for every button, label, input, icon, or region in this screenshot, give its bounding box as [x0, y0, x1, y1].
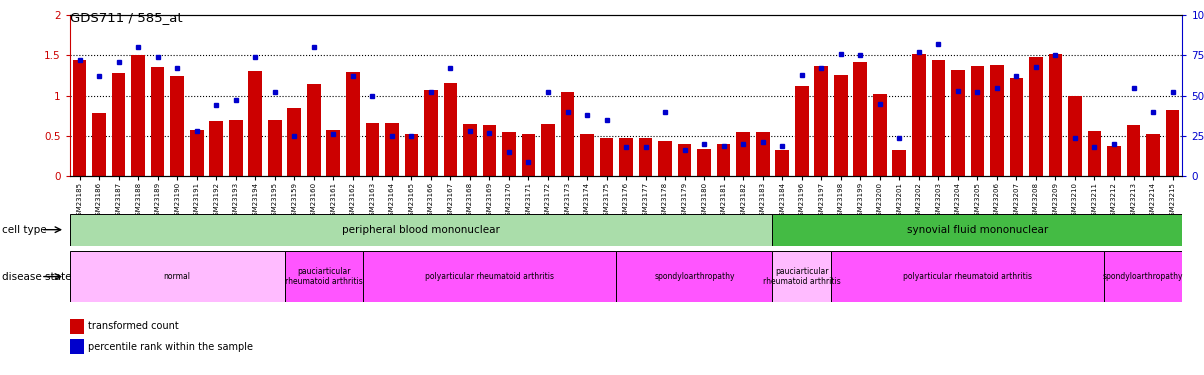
Bar	[288, 108, 301, 176]
Bar	[229, 120, 242, 176]
Bar	[892, 150, 907, 176]
Bar	[424, 90, 438, 176]
Bar	[990, 65, 1004, 176]
Bar	[911, 54, 926, 176]
Bar	[190, 130, 203, 176]
Bar	[970, 66, 984, 176]
Bar	[873, 94, 886, 176]
Bar	[72, 60, 87, 176]
Bar	[483, 126, 496, 176]
Bar	[170, 76, 184, 176]
Bar	[697, 149, 712, 176]
Bar	[1146, 134, 1159, 176]
Text: transformed count: transformed count	[88, 321, 178, 331]
Bar	[70, 251, 284, 302]
Bar	[1029, 57, 1043, 176]
Bar	[737, 132, 750, 176]
Bar	[580, 134, 594, 176]
Text: cell type: cell type	[2, 225, 47, 235]
Bar	[93, 113, 106, 176]
Bar	[951, 70, 964, 176]
Bar	[1104, 251, 1182, 302]
Bar	[831, 251, 1104, 302]
Bar	[1068, 96, 1082, 176]
Bar	[248, 71, 262, 176]
Bar	[1108, 146, 1121, 176]
Bar	[773, 251, 831, 302]
Bar	[756, 132, 769, 176]
Bar	[854, 62, 867, 176]
Bar	[1010, 78, 1023, 176]
Bar	[834, 75, 848, 176]
Text: percentile rank within the sample: percentile rank within the sample	[88, 342, 253, 352]
Text: peripheral blood mononuclear: peripheral blood mononuclear	[342, 225, 500, 235]
Bar	[502, 132, 515, 176]
Bar	[932, 60, 945, 176]
Bar	[326, 130, 341, 176]
Bar	[268, 120, 282, 176]
Text: synovial fluid mononuclear: synovial fluid mononuclear	[907, 225, 1047, 235]
Bar	[600, 138, 613, 176]
Bar	[1165, 110, 1180, 176]
Bar	[131, 56, 144, 176]
Bar	[362, 251, 616, 302]
Bar	[209, 122, 223, 176]
Text: spondyloarthropathy: spondyloarthropathy	[654, 272, 734, 281]
Text: pauciarticular
rheumatoid arthritis: pauciarticular rheumatoid arthritis	[763, 267, 840, 286]
Bar	[561, 92, 574, 176]
Bar	[678, 144, 691, 176]
Text: normal: normal	[164, 272, 190, 281]
Text: spondyloarthropathy: spondyloarthropathy	[1103, 272, 1184, 281]
Bar	[70, 214, 773, 246]
Bar	[1049, 54, 1062, 176]
Bar	[112, 73, 125, 176]
Bar	[773, 214, 1182, 246]
Bar	[795, 86, 809, 176]
Bar	[150, 68, 165, 176]
Bar	[366, 123, 379, 176]
Text: polyarticular rheumatoid arthritis: polyarticular rheumatoid arthritis	[903, 272, 1032, 281]
Bar	[639, 138, 653, 176]
Bar	[307, 84, 320, 176]
Bar	[775, 150, 789, 176]
Bar	[1087, 131, 1102, 176]
Bar	[541, 124, 555, 176]
Bar	[814, 66, 828, 176]
Text: polyarticular rheumatoid arthritis: polyarticular rheumatoid arthritis	[425, 272, 554, 281]
Bar	[1127, 126, 1140, 176]
Text: disease state: disease state	[2, 272, 72, 282]
Bar	[464, 124, 477, 176]
Bar	[405, 134, 418, 176]
Bar	[385, 123, 399, 176]
Bar	[616, 251, 773, 302]
Bar	[659, 141, 672, 176]
Bar	[716, 144, 731, 176]
Bar	[619, 138, 633, 176]
Bar	[284, 251, 362, 302]
Bar	[521, 134, 536, 176]
Bar	[346, 72, 360, 176]
Bar	[443, 83, 458, 176]
Text: pauciarticular
rheumatoid arthritis: pauciarticular rheumatoid arthritis	[284, 267, 362, 286]
Text: GDS711 / 585_at: GDS711 / 585_at	[70, 11, 183, 24]
